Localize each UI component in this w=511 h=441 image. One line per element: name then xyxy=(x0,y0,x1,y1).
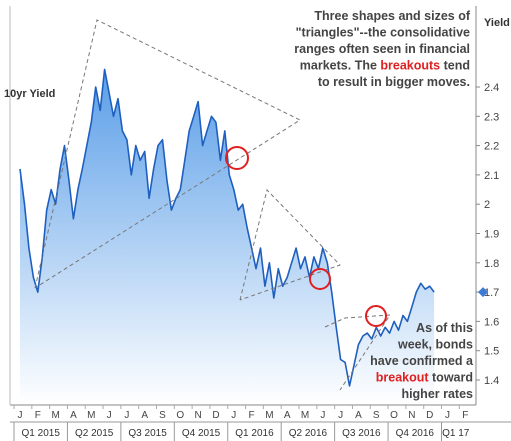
annotation-line: ranges often seen in financial xyxy=(294,42,470,56)
month-label: S xyxy=(373,410,380,421)
annotation-highlight: breakouts xyxy=(380,59,440,73)
month-label: N xyxy=(408,410,415,421)
quarter-label: Q1 2016 xyxy=(235,428,274,439)
annotation-text: higher rates xyxy=(401,387,473,401)
quarter-label: Q2 2015 xyxy=(75,428,114,439)
chart-title: 10yr Yield xyxy=(4,88,55,100)
circle-layer xyxy=(225,146,387,327)
y-axis-label: Yield xyxy=(484,17,510,29)
triangle-medium xyxy=(239,189,341,301)
breakout-circle-1 xyxy=(225,146,249,170)
month-label: M xyxy=(87,410,95,421)
month-label: M xyxy=(265,410,273,421)
triangle-large xyxy=(34,19,302,289)
month-label: S xyxy=(159,410,166,421)
annotation-text: tend xyxy=(440,59,470,73)
month-label: D xyxy=(212,410,219,421)
y-tick-label: 2.3 xyxy=(484,111,499,123)
annotation-text: week, bonds xyxy=(397,338,473,352)
month-label: A xyxy=(70,410,77,421)
annotation-text: Three shapes and sizes of xyxy=(314,9,470,23)
annotation-line: week, bonds xyxy=(397,338,473,352)
month-label: F xyxy=(35,410,41,421)
month-label: J xyxy=(445,410,450,421)
quarter-label: Q3 2016 xyxy=(342,428,381,439)
annotation-text: have confirmed a xyxy=(370,354,474,368)
y-tick-label: 1.7 xyxy=(484,287,499,299)
month-label: A xyxy=(284,410,291,421)
annotation-line: to result in bigger moves. xyxy=(318,75,470,89)
month-label: J xyxy=(320,410,325,421)
month-label: J xyxy=(231,410,236,421)
quarter-label: Q3 2015 xyxy=(128,428,167,439)
month-label: J xyxy=(107,410,112,421)
annotation-layer: Three shapes and sizes of "triangles"--th… xyxy=(294,9,474,401)
axis-layer: 1.41.51.61.71.81.922.12.22.32.4J F M A M J J A S… xyxy=(9,6,511,441)
annotation-text: As of this xyxy=(416,321,473,335)
quarter-label: Q1 17 xyxy=(442,428,470,439)
month-label: D xyxy=(426,410,433,421)
y-tick-label: 2.2 xyxy=(484,141,499,153)
annotation-text: markets. The xyxy=(300,59,381,73)
quarter-label: Q4 2016 xyxy=(396,428,435,439)
month-label: F xyxy=(249,410,255,421)
month-label: O xyxy=(176,410,184,421)
annotation-highlight: breakout xyxy=(376,371,430,385)
breakout-circle-2 xyxy=(309,268,331,290)
month-label: O xyxy=(390,410,398,421)
y-tick-label: 1.5 xyxy=(484,346,499,358)
triangle-small xyxy=(324,314,391,391)
month-label: M xyxy=(51,410,59,421)
y-tick-label: 1.8 xyxy=(484,258,499,270)
month-label: F xyxy=(462,410,468,421)
month-label: M xyxy=(301,410,309,421)
annotation-text: toward xyxy=(429,371,473,385)
yield-area xyxy=(20,69,435,406)
y-tick-label: 2.1 xyxy=(484,170,499,182)
annotation-line: Three shapes and sizes of xyxy=(314,9,470,23)
quarter-label: Q1 2015 xyxy=(22,428,61,439)
breakout-circle-3 xyxy=(365,305,387,327)
triangle-layer xyxy=(34,19,391,391)
quarter-label: Q2 2016 xyxy=(289,428,328,439)
annotation-line: "triangles"--the consolidative xyxy=(296,26,470,40)
y-tick-label: 1.6 xyxy=(484,316,499,328)
annotation-line: markets. The breakouts tend xyxy=(300,59,470,73)
annotation-line: higher rates xyxy=(401,387,473,401)
month-label: J xyxy=(18,410,23,421)
quarter-label: Q4 2015 xyxy=(182,428,221,439)
month-label: N xyxy=(195,410,202,421)
y-tick-label: 2.4 xyxy=(484,82,499,94)
y-tick-label: 1.9 xyxy=(484,229,499,241)
annotation-line: have confirmed a xyxy=(370,354,474,368)
month-label: A xyxy=(141,410,148,421)
annotation-text: "triangles"--the consolidative xyxy=(296,26,470,40)
y-tick-label: 2 xyxy=(484,199,490,211)
last-value-marker xyxy=(478,287,488,298)
annotation-text: to result in bigger moves. xyxy=(318,75,470,89)
y-tick-label: 1.4 xyxy=(484,375,499,387)
annotation-text: ranges often seen in financial xyxy=(294,42,470,56)
annotation-line: As of this xyxy=(416,321,473,335)
month-label: J xyxy=(338,410,343,421)
month-label: A xyxy=(355,410,362,421)
month-label: J xyxy=(124,410,129,421)
annotation-line: breakout toward xyxy=(376,371,473,385)
